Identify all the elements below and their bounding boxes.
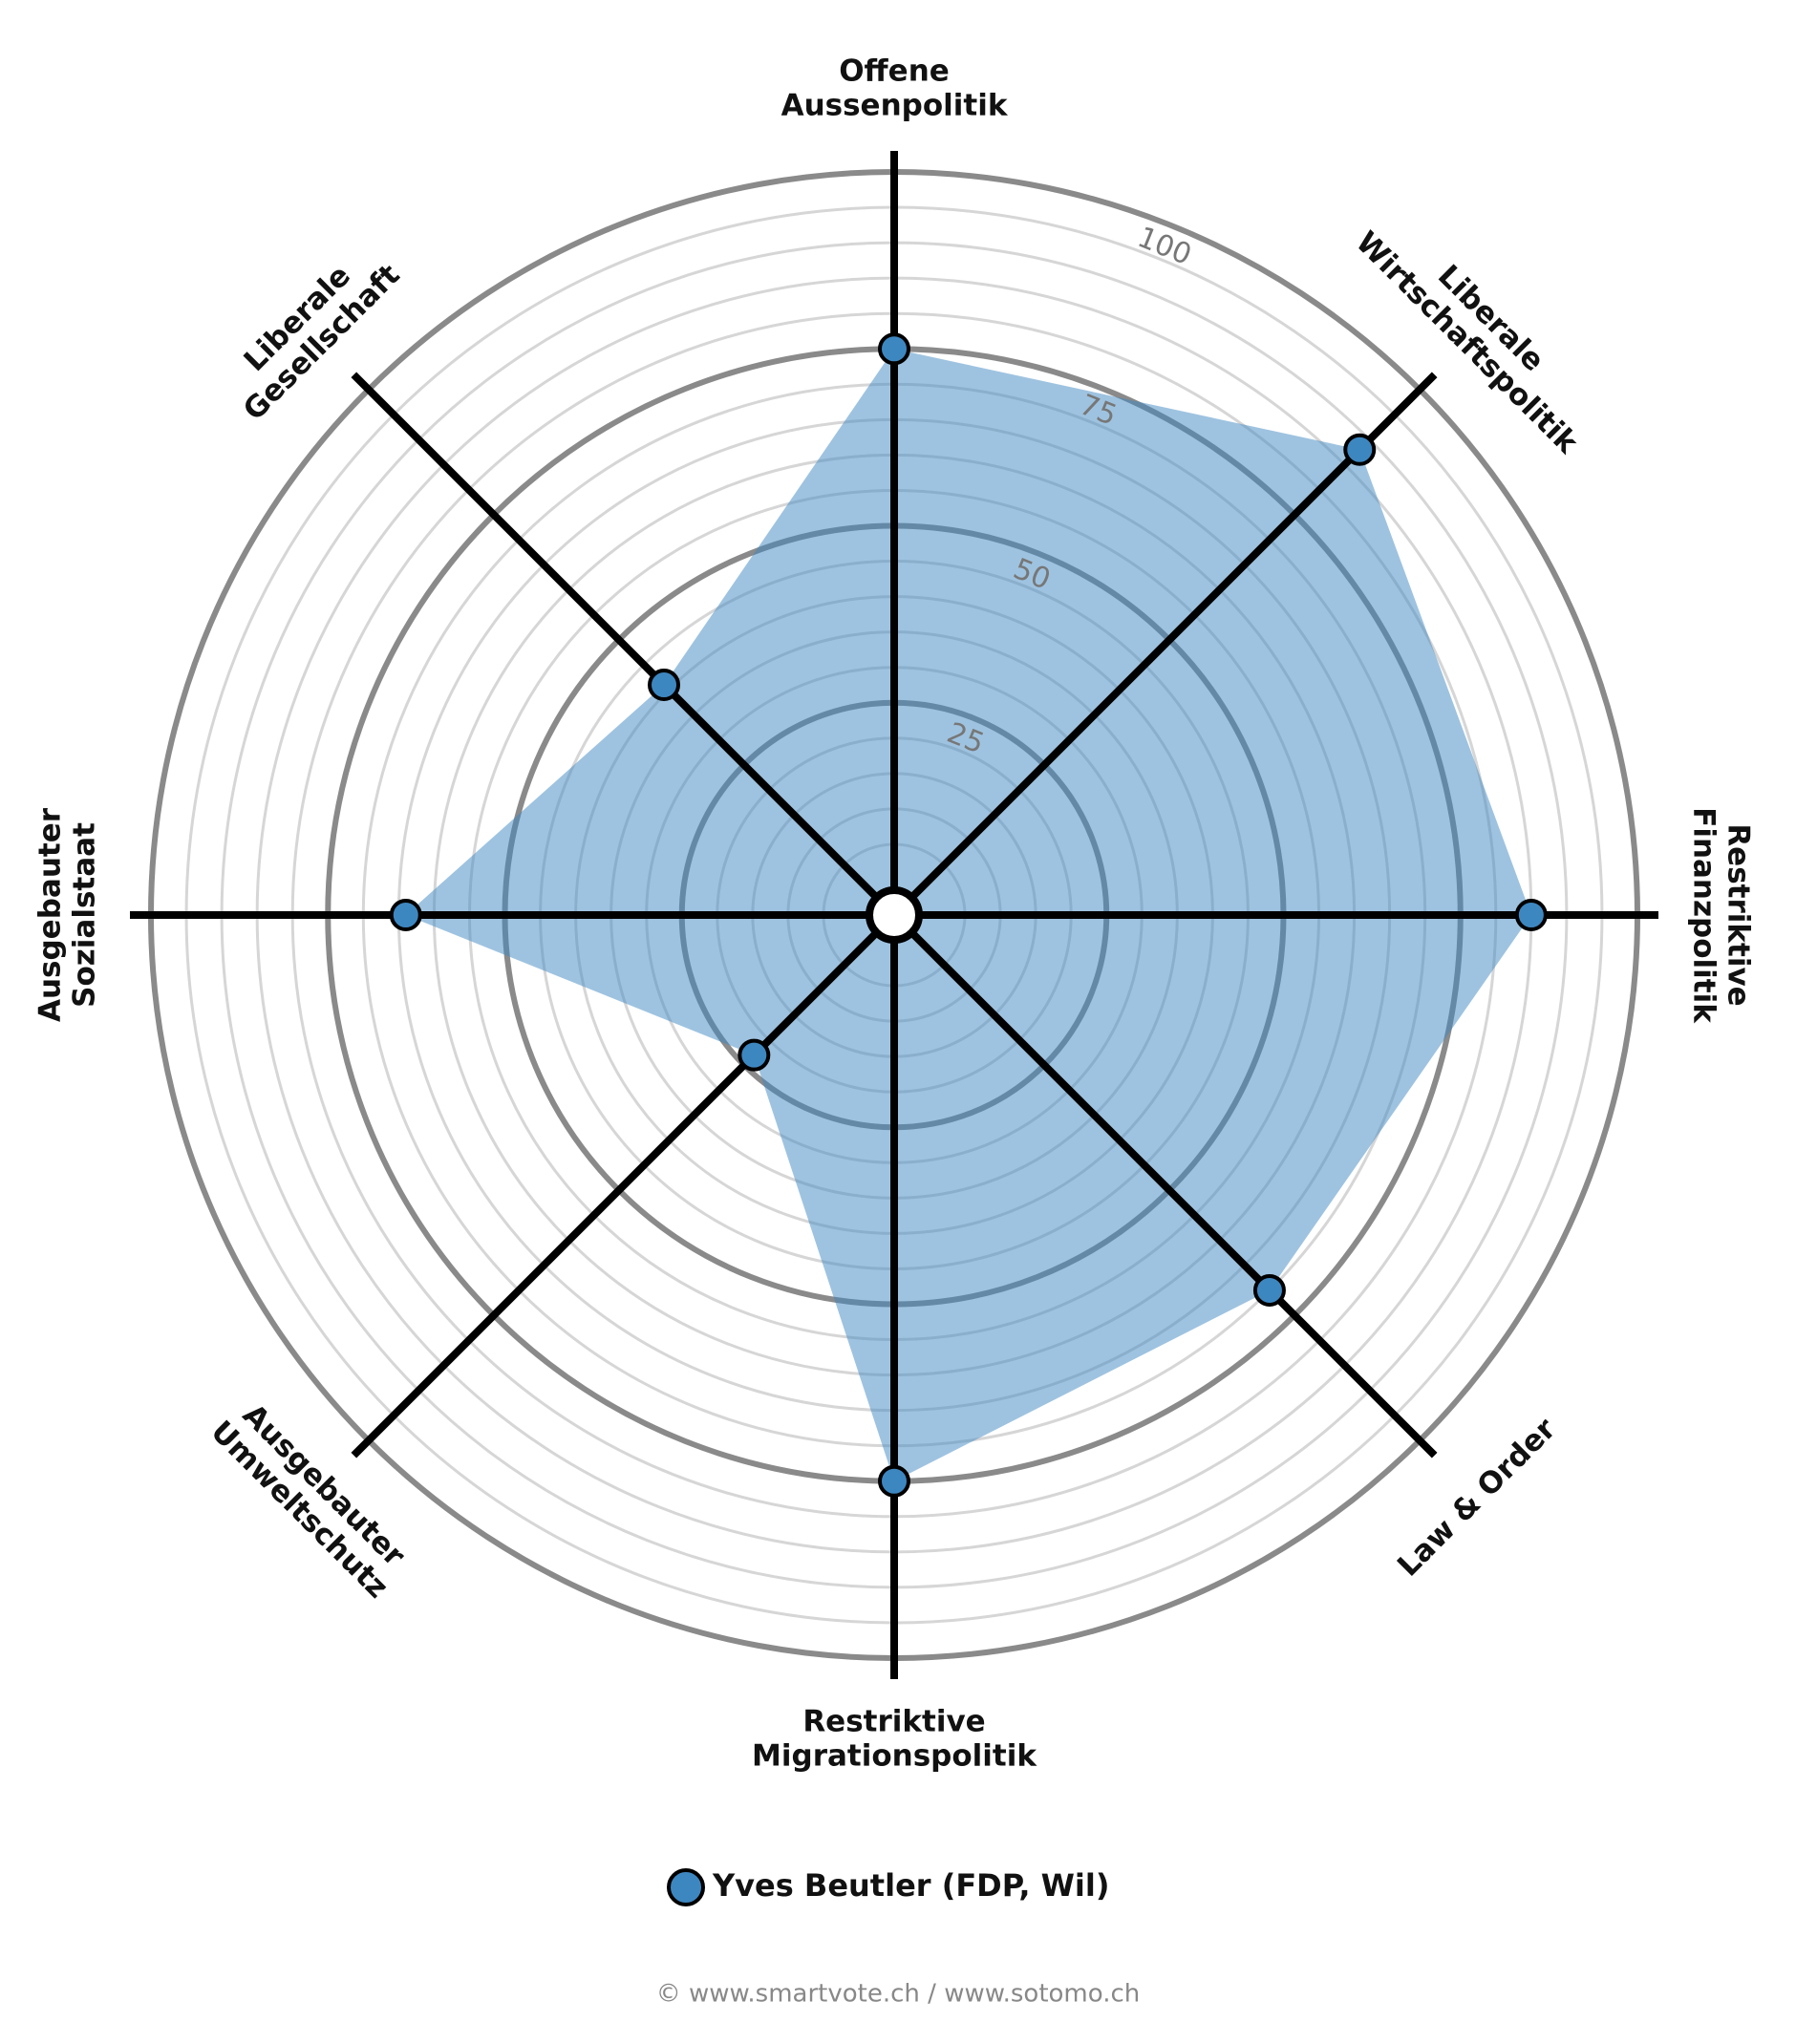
legend-label: Yves Beutler (FDP, Wil) <box>712 1867 1109 1904</box>
category-label: Ausgebauter Sozialstaat <box>33 807 102 1022</box>
axis-line <box>891 372 1438 918</box>
category-label-line: Finanzpolitik <box>1687 807 1721 1024</box>
category-label-line: Sozialstaat <box>68 822 102 1008</box>
data-point <box>1343 433 1377 466</box>
axis-line <box>891 912 1438 1458</box>
category-label-line: Migrationspolitik <box>752 1739 1037 1774</box>
category-label-line: Restriktive <box>1721 823 1756 1006</box>
data-point <box>878 1464 910 1498</box>
category-label-line: Aussenpolitik <box>781 89 1009 123</box>
y-tick-label: 100 <box>1133 221 1196 272</box>
category-label-line: Restriktive <box>802 1705 985 1739</box>
footer: © www.smartvote.ch / www.sotomo.ch <box>656 1980 1140 2009</box>
data-point <box>878 332 910 366</box>
category-label-line: Ausgebauter <box>33 807 68 1022</box>
data-point <box>1514 899 1548 931</box>
axis-line <box>351 912 897 1458</box>
category-label-line: Offene <box>839 54 950 89</box>
data-point <box>648 669 681 702</box>
data-point <box>738 1038 771 1072</box>
axis-line <box>351 372 897 918</box>
center-hole <box>866 886 923 944</box>
data-point <box>1252 1273 1286 1307</box>
legend-marker <box>667 1868 705 1906</box>
data-point <box>389 899 422 931</box>
